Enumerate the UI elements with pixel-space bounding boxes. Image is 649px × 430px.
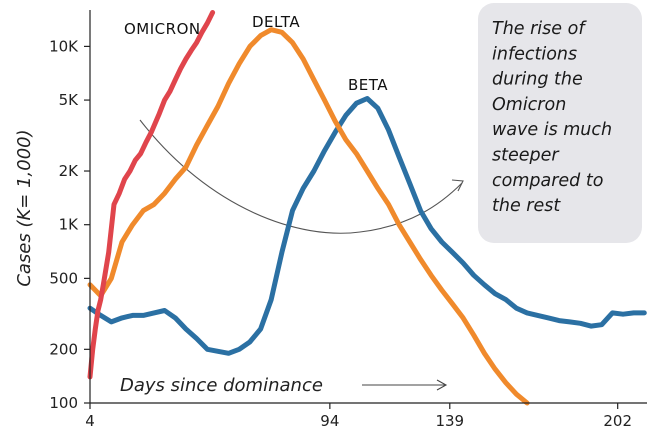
x-tick-label: 139 xyxy=(435,412,464,430)
annotation-box xyxy=(478,3,642,243)
y-tick-label: 200 xyxy=(49,340,78,358)
series-lines xyxy=(87,10,647,406)
y-tick-label: 1K xyxy=(59,216,80,234)
annotation-line: steeper xyxy=(492,146,560,166)
annotation-line: infections xyxy=(492,44,577,64)
y-tick-label: 500 xyxy=(49,269,78,287)
y-tick-label: 5K xyxy=(59,91,80,109)
axes: 100 200 500 1K 2K 5K 10K 4 94 139 202 Cases (K= 1,0… xyxy=(14,10,647,430)
series-label-omicron: OMICRON xyxy=(124,20,201,38)
y-tick-label: 2K xyxy=(59,162,80,180)
y-tick-label: 100 xyxy=(49,394,78,412)
series-label-beta: BETA xyxy=(348,76,388,94)
y-axis-label: Cases (K= 1,000) xyxy=(14,129,35,286)
annotation-arrowhead xyxy=(451,179,464,192)
annotation-line: wave is much xyxy=(492,120,612,140)
annotation-line: the rest xyxy=(492,196,561,216)
x-axis-label-arrowhead xyxy=(436,379,448,391)
series-labels: OMICRON DELTA BETA xyxy=(124,13,388,94)
annotation: The rise of infections during the Omicron wa… xyxy=(139,3,642,243)
series-line-delta xyxy=(87,27,530,406)
x-tick-label: 202 xyxy=(603,412,632,430)
annotation-line: The rise of xyxy=(492,19,587,39)
y-tick-label: 10K xyxy=(49,37,79,55)
annotation-line: during the xyxy=(492,70,583,90)
series-line-omicron xyxy=(87,10,216,380)
annotation-line: compared to xyxy=(492,171,603,191)
x-tick-label: 4 xyxy=(85,412,95,430)
annotation-arrow xyxy=(139,119,463,234)
x-tick-label: 94 xyxy=(320,412,339,430)
x-axis-label: Days since dominance xyxy=(120,375,323,396)
series-line-beta xyxy=(87,96,647,356)
series-label-delta: DELTA xyxy=(252,13,300,31)
annotation-line: Omicron xyxy=(492,95,566,115)
